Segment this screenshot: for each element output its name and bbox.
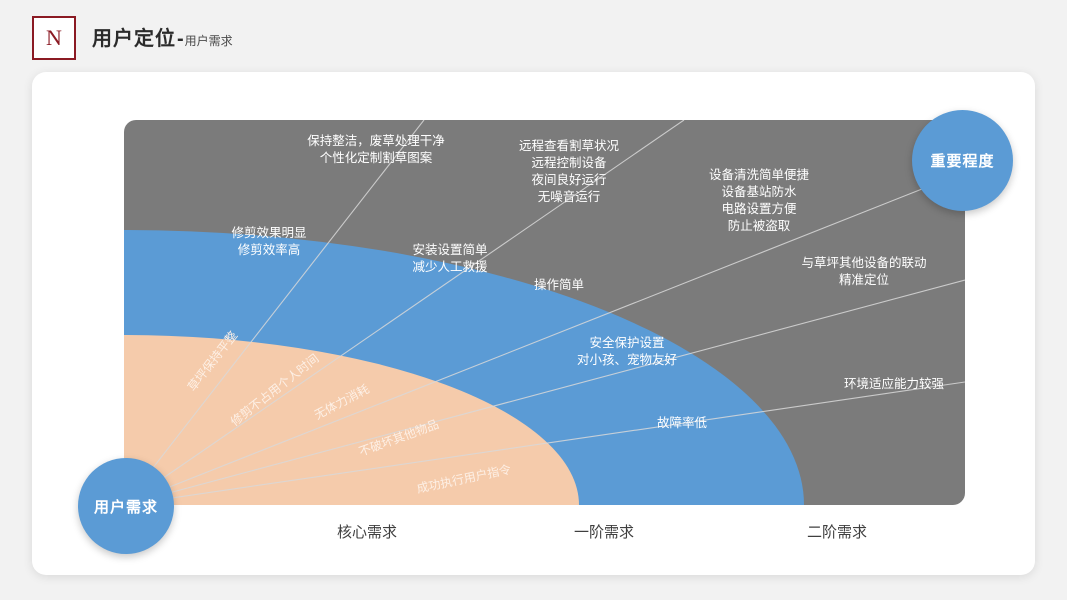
page-title: 用户定位 - 用户需求 [92, 22, 233, 51]
divider-lines [124, 120, 965, 505]
importance-badge[interactable]: 重要程度 [912, 110, 1013, 211]
user-needs-badge[interactable]: 用户需求 [78, 458, 174, 554]
logo-letter: N [46, 25, 62, 50]
band-core [124, 335, 579, 505]
title-dash: - [177, 28, 184, 50]
title-main: 用户定位 [92, 28, 176, 50]
importance-badge-label: 重要程度 [930, 153, 995, 170]
axis-label-core-text: 核心需求 [337, 524, 398, 541]
axis-label-first-text: 一阶需求 [574, 524, 635, 541]
axis-label-core: 核心需求 [337, 521, 397, 542]
title-subtitle: 用户需求 [184, 34, 233, 48]
axis-label-first: 一阶需求 [574, 521, 634, 542]
page-header: N 用户定位 - 用户需求 [0, 0, 1067, 62]
axis-label-second: 二阶需求 [807, 521, 867, 542]
user-needs-badge-label: 用户需求 [93, 498, 158, 516]
axis-label-second-text: 二阶需求 [807, 524, 868, 541]
logo-badge: N [32, 16, 76, 60]
radial-needs-chart: 保持整洁，废草处理干净 个性化定制割草图案 远程查看割草状况 远程控制设备 夜间… [124, 120, 965, 505]
chart-svg [124, 120, 965, 505]
